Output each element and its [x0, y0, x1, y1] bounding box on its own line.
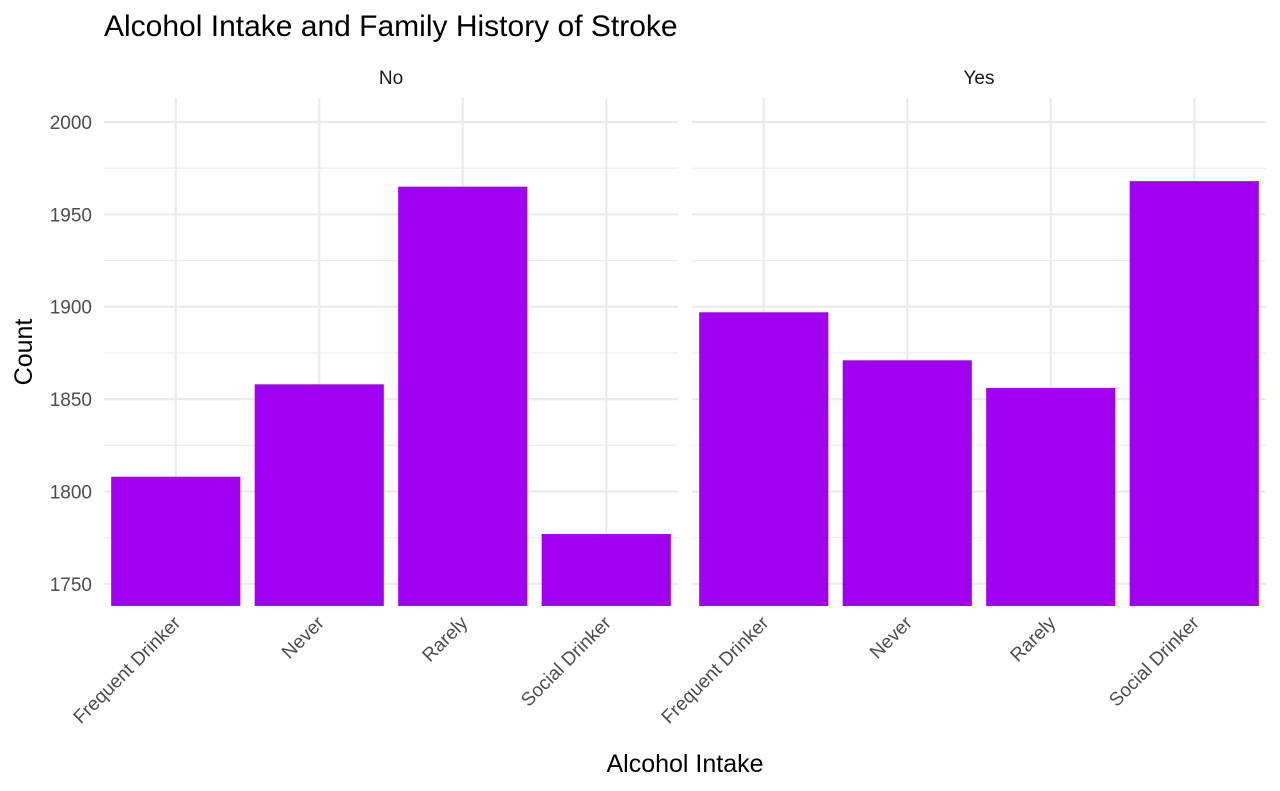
- x-tick-label: Frequent Drinker: [658, 612, 774, 728]
- bar-yes-rarely: [986, 388, 1116, 606]
- x-tick-label: Rarely: [1007, 612, 1061, 666]
- facet-label-yes: Yes: [964, 68, 995, 89]
- chart-title: Alcohol Intake and Family History of Str…: [104, 10, 678, 43]
- x-axis-title: Alcohol Intake: [606, 750, 763, 778]
- x-tick-label: Social Drinker: [517, 612, 616, 711]
- bar-no-rarely: [398, 186, 528, 606]
- y-tick-label: 1750: [50, 575, 92, 596]
- y-tick-label: 2000: [50, 113, 92, 134]
- bars: [111, 181, 1259, 607]
- x-tick-label: Social Drinker: [1105, 612, 1204, 711]
- x-tick-label: Frequent Drinker: [70, 612, 186, 728]
- y-tick-label: 1950: [50, 205, 92, 226]
- x-tick-label: Never: [866, 612, 917, 663]
- x-tick-label: Never: [278, 612, 329, 663]
- x-tick-label: Rarely: [419, 612, 473, 666]
- bar-yes-social-drinker: [1129, 181, 1259, 607]
- bar-no-social-drinker: [541, 533, 671, 606]
- bar-yes-frequent-drinker: [699, 312, 829, 606]
- y-tick-label: 1800: [50, 482, 92, 503]
- bar-no-never: [254, 384, 384, 606]
- y-tick-label: 1850: [50, 390, 92, 411]
- y-axis-title: Count: [10, 319, 38, 386]
- y-tick-label: 1900: [50, 298, 92, 319]
- facet-label-no: No: [379, 68, 403, 89]
- bar-yes-never: [842, 360, 972, 606]
- bar-no-frequent-drinker: [111, 476, 241, 606]
